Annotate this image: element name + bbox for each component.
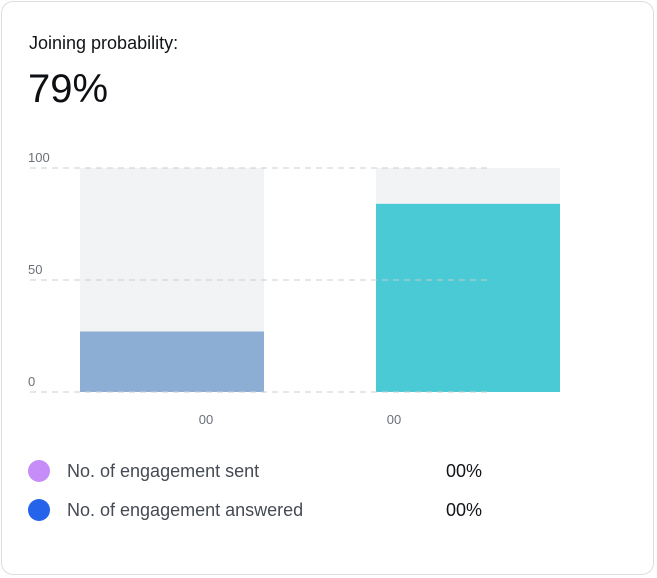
legend-item-answered: No. of engagement answered 00% [28,498,482,522]
legend-label-sent: No. of engagement sent [67,461,260,481]
y-tick-label-100: 100 [28,150,50,165]
bar-1 [80,331,264,392]
legend-value-answered: 00% [446,500,483,520]
y-tick-label-50: 50 [28,262,42,277]
x-tick-label-1: 00 [199,412,213,427]
legend-item-sent: No. of engagement sent 00% [28,459,482,483]
card-label: Joining probability: [29,33,179,53]
x-tick-label-2: 00 [387,412,401,427]
card-value: 79% [28,67,109,111]
bar-chart: 0 50 100 00 00 [28,150,560,427]
legend-dot-sent [28,460,50,482]
y-tick-label-0: 0 [28,374,35,389]
legend-dot-answered [28,499,50,521]
legend-label-answered: No. of engagement answered [67,500,304,520]
legend-value-sent: 00% [446,461,483,481]
bar-2 [376,203,560,392]
